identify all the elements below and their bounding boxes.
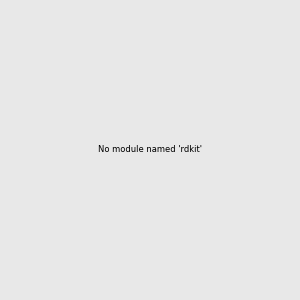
Text: No module named 'rdkit': No module named 'rdkit' <box>98 146 202 154</box>
